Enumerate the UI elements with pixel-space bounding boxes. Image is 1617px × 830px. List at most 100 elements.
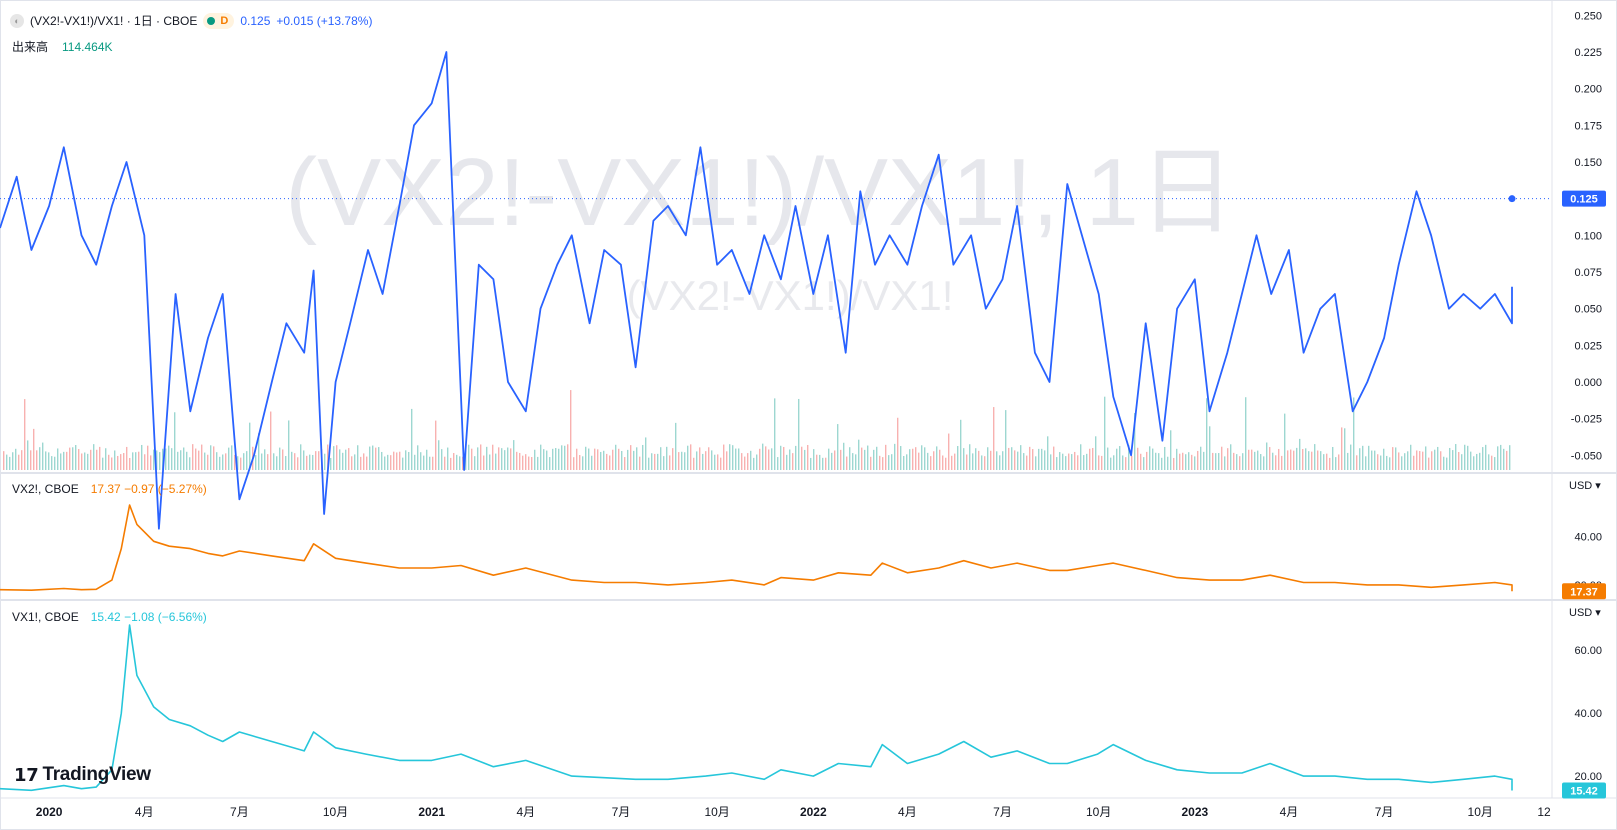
volume-bar: [33, 428, 35, 470]
volume-bar: [303, 450, 305, 470]
volume-bar: [1101, 455, 1103, 470]
time-axis-tick: 4月: [516, 805, 535, 819]
volume-bar: [1491, 455, 1493, 470]
volume-bar: [891, 454, 893, 470]
price-axis-tick: 20.00: [1574, 771, 1602, 783]
volume-bar: [783, 446, 785, 470]
volume-bar: [1080, 444, 1082, 470]
volume-bar: [981, 455, 983, 470]
volume-bar: [1035, 456, 1037, 470]
volume-bar: [1143, 457, 1145, 470]
volume-bar: [87, 453, 89, 470]
volume-bar: [282, 449, 284, 470]
volume-bar: [897, 417, 899, 470]
volume-bar: [1311, 451, 1313, 470]
volume-bar: [288, 420, 290, 470]
volume-bar: [1188, 452, 1190, 470]
volume-bar: [1377, 454, 1379, 470]
volume-bar: [471, 448, 473, 470]
volume-bar: [966, 454, 968, 470]
volume-bar: [930, 456, 932, 470]
volume-bar: [855, 454, 857, 470]
volume-bar: [66, 451, 68, 470]
volume-bar: [204, 452, 206, 470]
volume-bar: [405, 450, 407, 470]
volume-bar: [315, 451, 317, 470]
volume-bar: [1437, 446, 1439, 470]
volume-bar: [1395, 447, 1397, 470]
volume-bar: [576, 448, 578, 470]
volume-bar: [408, 451, 410, 470]
volume-bar: [453, 453, 455, 470]
pane2-legend: VX2!, CBOE 17.37 −0.97 (−5.27%): [12, 482, 207, 496]
volume-bar: [1149, 446, 1151, 470]
volume-bar: [1056, 457, 1058, 470]
volume-bar: [456, 454, 458, 470]
volume-bar: [669, 455, 671, 470]
volume-bar: [438, 440, 440, 470]
volume-bar: [246, 451, 248, 470]
series-line-3: [0, 624, 1513, 792]
volume-bar: [936, 446, 938, 470]
pane3-values: 15.42 −1.08 (−6.56%): [90, 610, 207, 624]
volume-bar: [777, 457, 779, 470]
time-axis-tick: 4月: [1280, 805, 1299, 819]
volume-bar: [219, 456, 221, 470]
volume-bar: [828, 448, 830, 470]
volume-bar: [102, 457, 104, 470]
volume-bar: [1014, 450, 1016, 470]
volume-bar: [1473, 456, 1475, 470]
volume-bar: [162, 448, 164, 470]
volume-bar: [1287, 450, 1289, 470]
price-axis-tick: -0.025: [1571, 414, 1602, 426]
pane3-symbol[interactable]: VX1!, CBOE: [12, 610, 79, 624]
volume-bar: [1128, 445, 1130, 470]
interval-badge[interactable]: D: [203, 12, 235, 29]
time-axis-tick: 10月: [1086, 805, 1111, 819]
volume-bar: [396, 452, 398, 470]
volume-bar: [1506, 450, 1508, 470]
volume-bar: [1500, 444, 1502, 470]
volume-bar: [861, 447, 863, 470]
volume-bar: [819, 454, 821, 470]
pane3-currency[interactable]: USD ▾: [1569, 607, 1601, 619]
last-price-tag: [1562, 782, 1606, 799]
volume-bar: [1185, 454, 1187, 470]
volume-bar: [1104, 396, 1106, 470]
volume-bar: [1398, 452, 1400, 470]
volume-bar: [1452, 450, 1454, 470]
volume-bar: [1314, 444, 1316, 470]
pane2-currency[interactable]: USD ▾: [1569, 480, 1601, 492]
volume-bar: [231, 445, 233, 470]
time-axis-tick: 7月: [612, 805, 631, 819]
volume-bar: [810, 457, 812, 470]
volume-bar: [186, 451, 188, 470]
volume-bar: [984, 456, 986, 470]
volume-bar: [762, 443, 764, 470]
volume-bar: [1173, 457, 1175, 470]
volume-bar: [378, 447, 380, 470]
volume-bar: [537, 456, 539, 470]
volume-bar: [297, 457, 299, 470]
volume-bar: [849, 447, 851, 470]
volume-bar: [1407, 451, 1409, 470]
volume-bar: [1329, 457, 1331, 470]
volume-bar: [1494, 457, 1496, 470]
volume-bar: [393, 451, 395, 470]
main-change: +0.015 (+13.78%): [276, 13, 373, 28]
tradingview-logo[interactable]: 𝟭𝟳 TradingView: [14, 764, 151, 786]
volume-bar: [132, 452, 134, 470]
volume-bar: [549, 457, 551, 470]
volume-bar: [51, 456, 53, 470]
main-symbol[interactable]: (VX2!-VX1!)/VX1! · 1日 · CBOE: [30, 14, 198, 28]
volume-bar: [882, 457, 884, 470]
volume-bar: [1326, 453, 1328, 470]
pane2-values: 17.37 −0.97 (−5.27%): [90, 482, 207, 496]
pane2-symbol[interactable]: VX2!, CBOE: [12, 482, 79, 496]
price-axis-tick: 0.100: [1574, 230, 1602, 242]
volume-bar: [294, 453, 296, 470]
volume-bar: [1449, 447, 1451, 470]
volume-bar: [273, 453, 275, 470]
volume-bar: [402, 457, 404, 470]
